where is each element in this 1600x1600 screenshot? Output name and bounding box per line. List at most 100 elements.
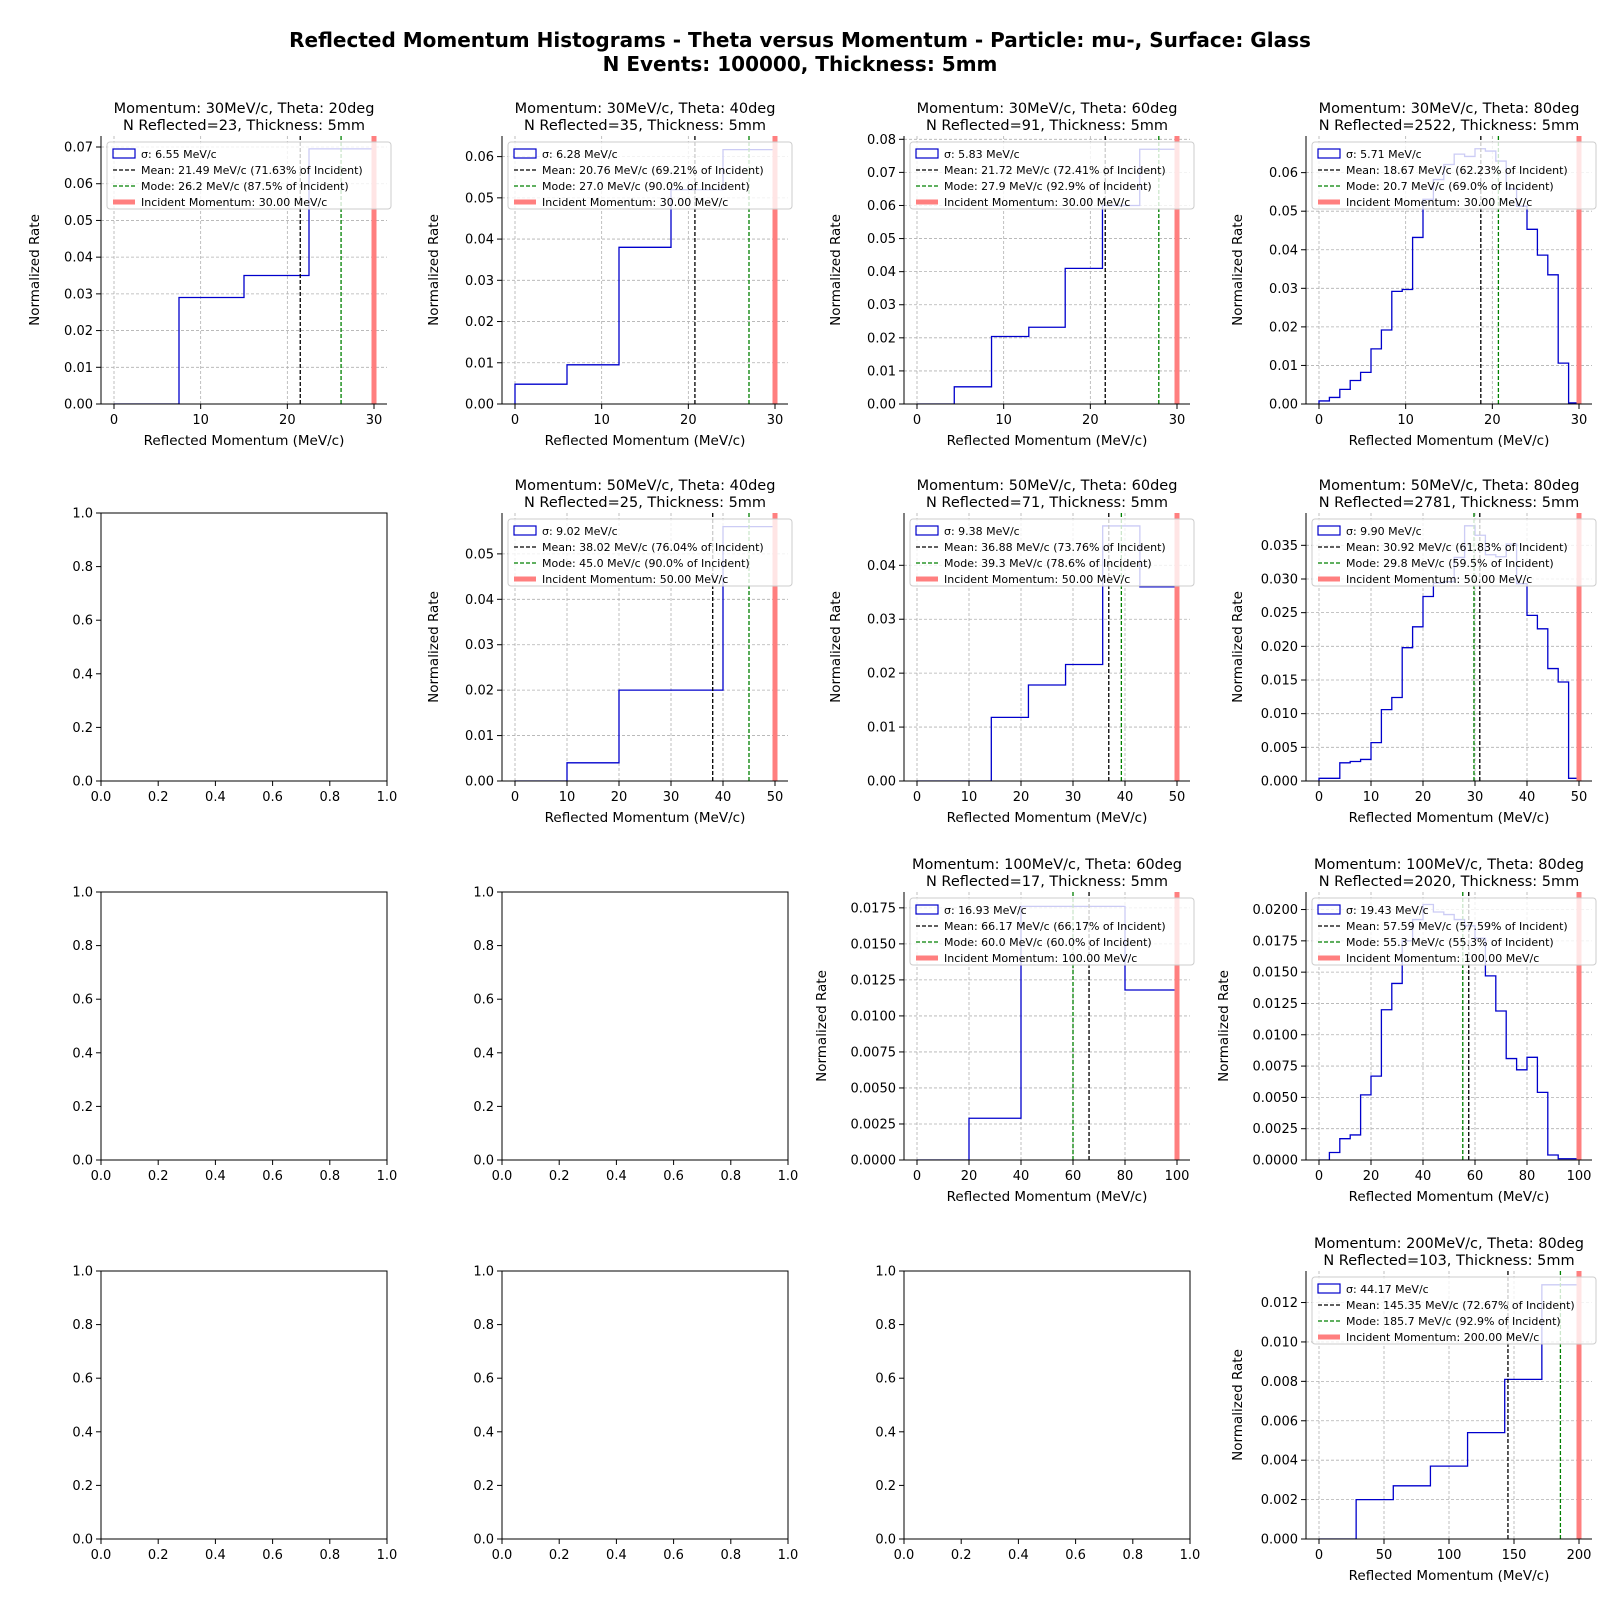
subplot-r0c3: σ: 5.71 MeV/c Mean: 18.67 MeV/c (62.23% o… [1230, 101, 1597, 449]
legend-label-mode: Mode: 45.0 MeV/c (90.0% of Incident) [542, 557, 750, 570]
legend: σ: 16.93 MeV/c Mean: 66.17 MeV/c (66.17% … [909, 897, 1195, 966]
legend-label-mean: Mean: 20.76 MeV/c (69.21% of Incident) [542, 164, 764, 177]
legend: σ: 6.28 MeV/c Mean: 20.76 MeV/c (69.21% o… [507, 141, 793, 210]
x-tick-label: 0.4 [205, 1169, 226, 1184]
y-tick-label: 0.01 [465, 729, 494, 744]
legend-handle-sigma [1317, 148, 1341, 159]
y-tick-label: 0.00 [867, 775, 896, 790]
legend-handle-sigma [1317, 1283, 1341, 1294]
y-tick-label: 0.02 [1269, 320, 1298, 335]
legend-label-sigma: σ: 16.93 MeV/c [944, 904, 1027, 917]
subplot-r1c2: σ: 9.38 MeV/c Mean: 36.88 MeV/c (73.76% o… [828, 478, 1195, 826]
y-tick-label: 0.2 [473, 1100, 494, 1115]
x-tick-label: 0.4 [205, 790, 226, 805]
y-tick-label: 0.6 [473, 1372, 494, 1387]
legend-label-mode: Mode: 20.7 MeV/c (69.0% of Incident) [1346, 180, 1554, 193]
y-tick-label: 0.000 [1261, 1533, 1298, 1548]
legend-label-incident: Incident Momentum: 30.00 MeV/c [141, 196, 327, 209]
y-tick-label: 0.0050 [1253, 1091, 1299, 1106]
x-tick-label: 0 [913, 790, 921, 805]
x-tick-label: 0.2 [549, 1169, 570, 1184]
x-tick-label: 0.8 [319, 790, 340, 805]
figure-title: Reflected Momentum Histograms - Theta ve… [0, 28, 1600, 76]
y-tick-label: 0.010 [1261, 1335, 1298, 1350]
y-tick-label: 1.0 [875, 1265, 896, 1280]
empty-axes-frame [100, 512, 388, 782]
y-tick-label: 0.06 [867, 199, 896, 214]
x-tick-label: 10 [559, 790, 576, 805]
subplot-r0c0: σ: 6.55 MeV/c Mean: 21.49 MeV/c (71.63% o… [27, 101, 392, 449]
x-tick-label: 0.8 [1122, 1548, 1143, 1563]
y-tick-label: 0.000 [1261, 775, 1298, 790]
y-tick-label: 0.2 [72, 721, 93, 736]
x-tick-label: 80 [1117, 1169, 1134, 1184]
y-tick-label: 0.00 [465, 398, 494, 413]
y-tick-label: 0.05 [1269, 205, 1298, 220]
figure-title-line-2: N Events: 100000, Thickness: 5mm [602, 52, 998, 76]
subplot-title-line-1: Momentum: 50MeV/c, Theta: 60deg [917, 478, 1178, 494]
legend-label-incident: Incident Momentum: 50.00 MeV/c [542, 573, 728, 586]
legend-handle-sigma [513, 148, 537, 159]
legend: σ: 9.90 MeV/c Mean: 30.92 MeV/c (61.83% o… [1311, 518, 1597, 587]
x-tick-label: 0.0 [91, 1169, 112, 1184]
y-tick-label: 0.012 [1261, 1296, 1298, 1311]
subplot-r2c1: 0.0 0.2 0.4 0.6 0.8 1.0 0.0 0.2 0.4 0.6 0.8 1.0 [473, 886, 798, 1185]
x-tick-label: 20 [611, 790, 628, 805]
x-tick-label: 0.4 [606, 1548, 627, 1563]
y-tick-label: 0.03 [465, 274, 494, 289]
subplot-r3c0: 0.0 0.2 0.4 0.6 0.8 1.0 0.0 0.2 0.4 0.6 0.8 1.0 [72, 1265, 397, 1564]
x-tick-label: 60 [1065, 1169, 1082, 1184]
x-tick-label: 40 [715, 790, 732, 805]
x-axis-label: Reflected Momentum (MeV/c) [1349, 1568, 1550, 1584]
y-tick-label: 0.06 [1269, 166, 1298, 181]
x-axis-label: Reflected Momentum (MeV/c) [1349, 433, 1550, 449]
legend-label-sigma: σ: 19.43 MeV/c [1346, 904, 1429, 917]
y-tick-label: 0.07 [867, 166, 896, 181]
x-tick-label: 0 [511, 790, 519, 805]
x-tick-label: 20 [1415, 790, 1432, 805]
y-tick-label: 0.8 [72, 1318, 93, 1333]
x-tick-label: 1.0 [377, 1169, 398, 1184]
y-tick-label: 0.02 [465, 315, 494, 330]
y-tick-label: 0.0150 [851, 937, 897, 952]
legend-frame [507, 141, 793, 210]
y-tick-label: 0.6 [72, 1372, 93, 1387]
x-tick-label: 0.8 [319, 1169, 340, 1184]
legend-label-mode: Mode: 185.7 MeV/c (92.9% of Incident) [1346, 1315, 1561, 1328]
y-tick-label: 0.8 [72, 560, 93, 575]
y-tick-label: 0.0025 [851, 1117, 897, 1132]
figure-title-line-1: Reflected Momentum Histograms - Theta ve… [289, 28, 1311, 52]
x-tick-label: 30 [1065, 790, 1082, 805]
y-tick-label: 0.2 [72, 1479, 93, 1494]
y-tick-label: 0.035 [1261, 539, 1298, 554]
y-tick-label: 0.0075 [1253, 1060, 1299, 1075]
y-tick-label: 0.0100 [1253, 1028, 1299, 1043]
y-tick-label: 0.4 [72, 1046, 93, 1061]
x-tick-label: 40 [1519, 790, 1536, 805]
y-tick-label: 0.8 [72, 939, 93, 954]
y-tick-label: 0.2 [875, 1479, 896, 1494]
y-tick-label: 0.0 [72, 775, 93, 790]
y-tick-label: 0.02 [465, 684, 494, 699]
y-tick-label: 0.4 [473, 1425, 494, 1440]
y-tick-label: 1.0 [72, 1265, 93, 1280]
y-tick-label: 0.0050 [851, 1081, 897, 1096]
y-tick-label: 1.0 [72, 507, 93, 522]
x-tick-label: 20 [1484, 413, 1501, 428]
subplot-title-line-1: Momentum: 30MeV/c, Theta: 80deg [1319, 101, 1580, 117]
x-tick-label: 1.0 [377, 1548, 398, 1563]
y-tick-label: 0.04 [64, 251, 93, 266]
y-tick-label: 0.0075 [851, 1045, 897, 1060]
legend: σ: 5.83 MeV/c Mean: 21.72 MeV/c (72.41% o… [909, 141, 1195, 210]
x-tick-label: 0.2 [549, 1548, 570, 1563]
legend-label-sigma: σ: 5.83 MeV/c [944, 148, 1020, 161]
x-tick-label: 40 [1117, 790, 1134, 805]
y-tick-label: 0.02 [867, 667, 896, 682]
subplot-r3c2: 0.0 0.2 0.4 0.6 0.8 1.0 0.0 0.2 0.4 0.6 0.8 1.0 [875, 1265, 1200, 1564]
y-axis-label: Normalized Rate [1230, 1349, 1246, 1461]
legend-label-mode: Mode: 29.8 MeV/c (59.5% of Incident) [1346, 557, 1554, 570]
y-tick-label: 0.004 [1261, 1454, 1298, 1469]
y-tick-label: 1.0 [473, 886, 494, 901]
x-tick-label: 0 [913, 413, 921, 428]
